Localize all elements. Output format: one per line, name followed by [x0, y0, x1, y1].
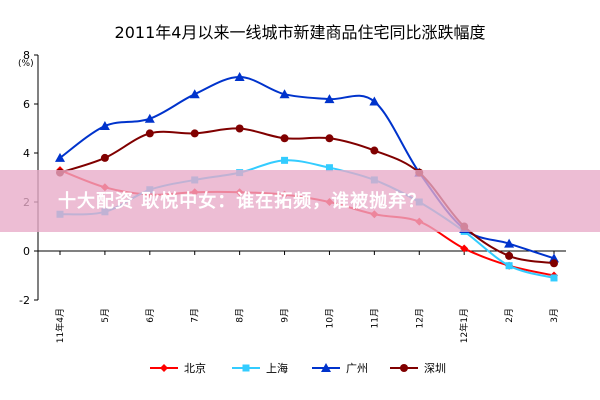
data-point [325, 134, 334, 143]
data-point [234, 72, 245, 82]
x-tick-label: 7月 [190, 308, 201, 323]
overlay-banner-text: 十大配资 耿悦中女：谁在拓频，谁被抛弃？ [58, 191, 427, 212]
data-point [235, 124, 244, 133]
x-tick-label: 12年1月 [458, 308, 470, 343]
data-point [145, 129, 154, 138]
y-tick-label: 8 [23, 49, 30, 62]
y-tick-label: 0 [23, 245, 30, 258]
x-tick-label: 5月 [100, 308, 111, 323]
data-point [279, 89, 290, 99]
x-tick-label: 6月 [145, 308, 156, 323]
y-tick-label: 4 [23, 147, 30, 160]
x-tick-label: 2月 [504, 308, 515, 323]
data-point [281, 156, 289, 164]
y-axis-label: (%) [18, 59, 34, 69]
x-tick-label: 12月 [414, 308, 425, 328]
series-广州 [55, 72, 559, 263]
data-point [99, 121, 110, 131]
legend-label: 广州 [346, 362, 368, 375]
legend-marker [160, 364, 168, 372]
data-point [549, 253, 559, 263]
x-tick-label: 3月 [549, 308, 560, 323]
overlay-banner [0, 170, 600, 232]
legend: 北京 上海 广州 深圳 [150, 361, 446, 375]
x-tick-label: 11年4月 [54, 308, 66, 343]
data-point [369, 96, 380, 106]
legend-marker [242, 364, 250, 372]
data-point [280, 134, 289, 143]
x-tick-label: 8月 [235, 308, 246, 323]
data-point [324, 94, 335, 104]
legend-marker [321, 363, 331, 372]
legend-item: 广州 [312, 362, 368, 375]
data-point [550, 274, 558, 282]
y-tick-label: 6 [23, 98, 30, 111]
data-point [550, 259, 558, 268]
data-point [144, 113, 155, 123]
legend-item: 北京 [150, 361, 206, 375]
data-point [370, 146, 379, 155]
data-point [190, 129, 199, 138]
legend-item: 深圳 [390, 362, 446, 375]
axes: -20246811年4月5月6月7月8月9月10月11月12月12年1月2月3月 [19, 49, 566, 343]
data-point [505, 251, 514, 260]
x-tick-label: 10月 [324, 308, 335, 328]
data-point [189, 89, 200, 99]
legend-marker [400, 364, 408, 372]
data-point [100, 153, 109, 162]
legend-label: 上海 [266, 361, 288, 375]
y-tick-label: -2 [19, 294, 30, 307]
data-point [505, 262, 513, 270]
legend-item: 上海 [232, 361, 288, 375]
data-point [325, 164, 333, 172]
legend-label: 深圳 [424, 362, 446, 375]
x-tick-label: 9月 [280, 308, 291, 323]
data-point [460, 244, 469, 253]
x-tick-label: 11月 [369, 308, 380, 328]
legend-label: 北京 [184, 361, 206, 375]
chart-title: 2011年4月以来一线城市新建商品住宅同比涨跌幅度 [115, 23, 486, 42]
data-point [55, 152, 65, 162]
data-point [504, 238, 515, 248]
